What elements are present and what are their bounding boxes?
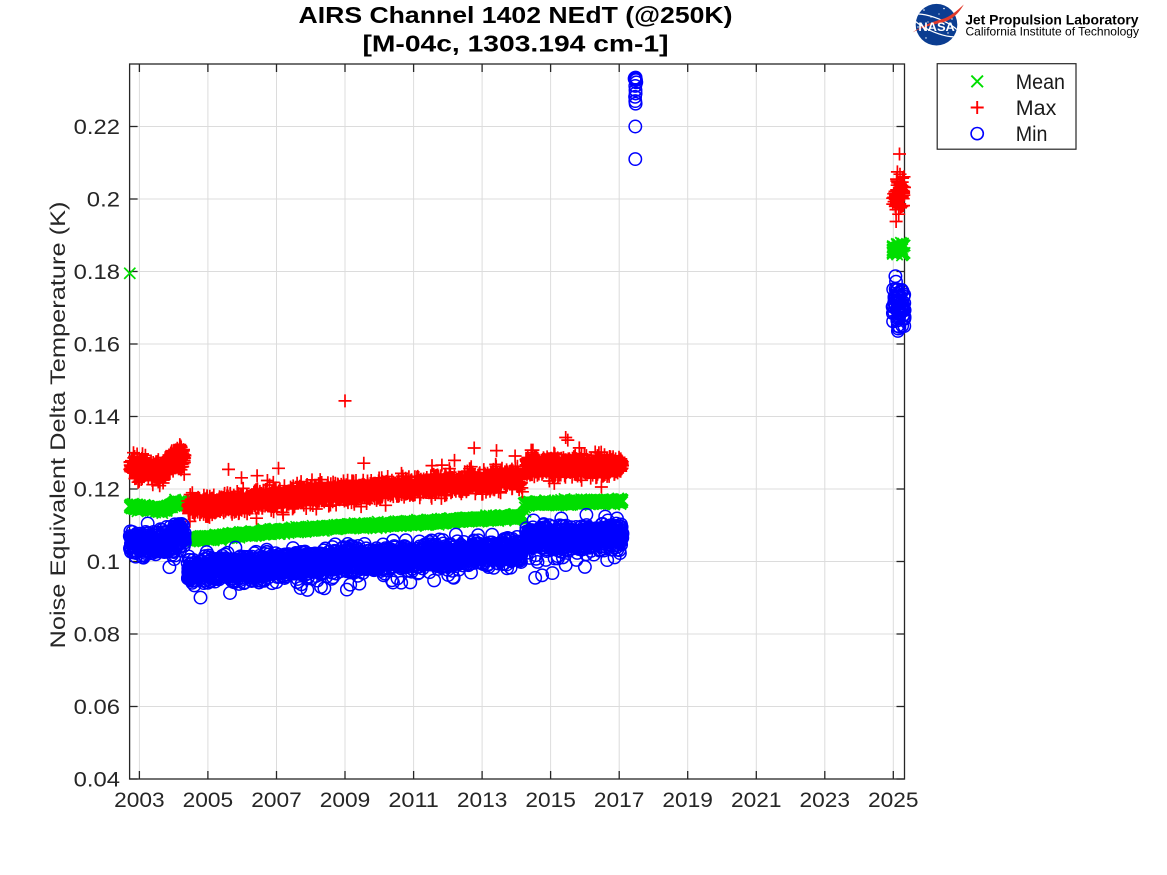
- svg-text:0.22: 0.22: [74, 116, 120, 139]
- svg-text:2017: 2017: [594, 789, 645, 812]
- svg-text:0.04: 0.04: [74, 769, 121, 792]
- svg-text:0.12: 0.12: [74, 479, 120, 502]
- svg-text:Max: Max: [1016, 97, 1057, 120]
- svg-text:Noise Equivalent Delta Tempera: Noise Equivalent Delta Temperature (K): [47, 202, 70, 649]
- svg-text:2011: 2011: [388, 789, 439, 812]
- svg-text:Jet Propulsion Laboratory: Jet Propulsion Laboratory: [965, 12, 1139, 28]
- svg-text:2025: 2025: [868, 789, 919, 812]
- svg-text:Min: Min: [1016, 123, 1048, 146]
- svg-text:NASA: NASA: [918, 20, 955, 34]
- svg-text:2003: 2003: [114, 789, 165, 812]
- svg-text:0.1: 0.1: [87, 551, 120, 574]
- svg-text:0.14: 0.14: [74, 406, 121, 429]
- svg-text:Mean: Mean: [1016, 71, 1065, 94]
- svg-text:2005: 2005: [183, 789, 234, 812]
- svg-text:2013: 2013: [457, 789, 508, 812]
- svg-text:2023: 2023: [800, 789, 851, 812]
- svg-text:0.06: 0.06: [74, 696, 120, 719]
- svg-text:2007: 2007: [251, 789, 302, 812]
- svg-text:[M-04c, 1303.194 cm-1]: [M-04c, 1303.194 cm-1]: [363, 31, 669, 57]
- svg-text:0.16: 0.16: [74, 334, 120, 357]
- svg-text:0.08: 0.08: [74, 624, 120, 647]
- svg-text:2019: 2019: [662, 789, 713, 812]
- svg-text:2021: 2021: [731, 789, 782, 812]
- svg-text:0.2: 0.2: [87, 189, 120, 212]
- svg-text:California Institute of Techno: California Institute of Technology: [966, 26, 1140, 39]
- svg-text:2015: 2015: [525, 789, 576, 812]
- svg-text:0.18: 0.18: [74, 261, 120, 284]
- svg-text:AIRS Channel 1402 NEdT (@250K): AIRS Channel 1402 NEdT (@250K): [299, 2, 733, 28]
- svg-text:2009: 2009: [320, 789, 371, 812]
